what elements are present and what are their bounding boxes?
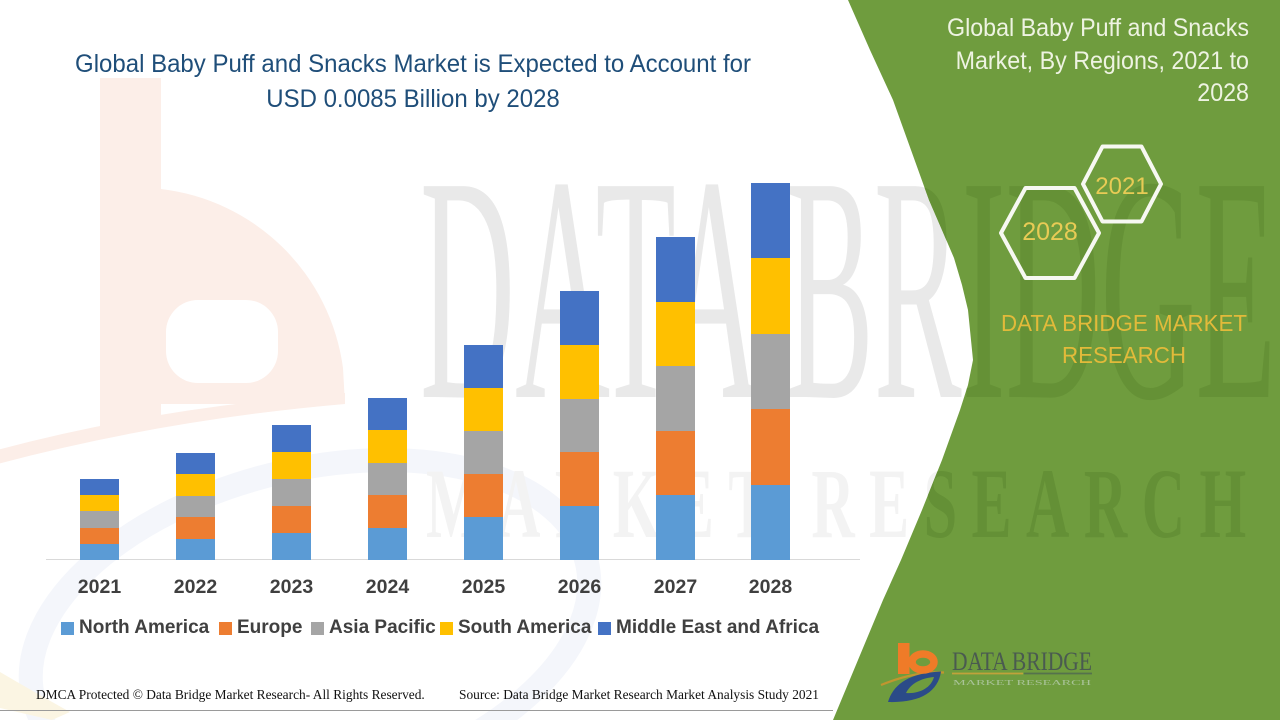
svg-text:DATA BRIDGE: DATA BRIDGE: [420, 111, 1276, 468]
svg-text:DATA BRIDGE: DATA BRIDGE: [952, 647, 1092, 676]
svg-text:MARKET RESEARCH: MARKET RESEARCH: [426, 448, 1260, 558]
svg-text:MARKET RESEARCH: MARKET RESEARCH: [953, 678, 1092, 687]
